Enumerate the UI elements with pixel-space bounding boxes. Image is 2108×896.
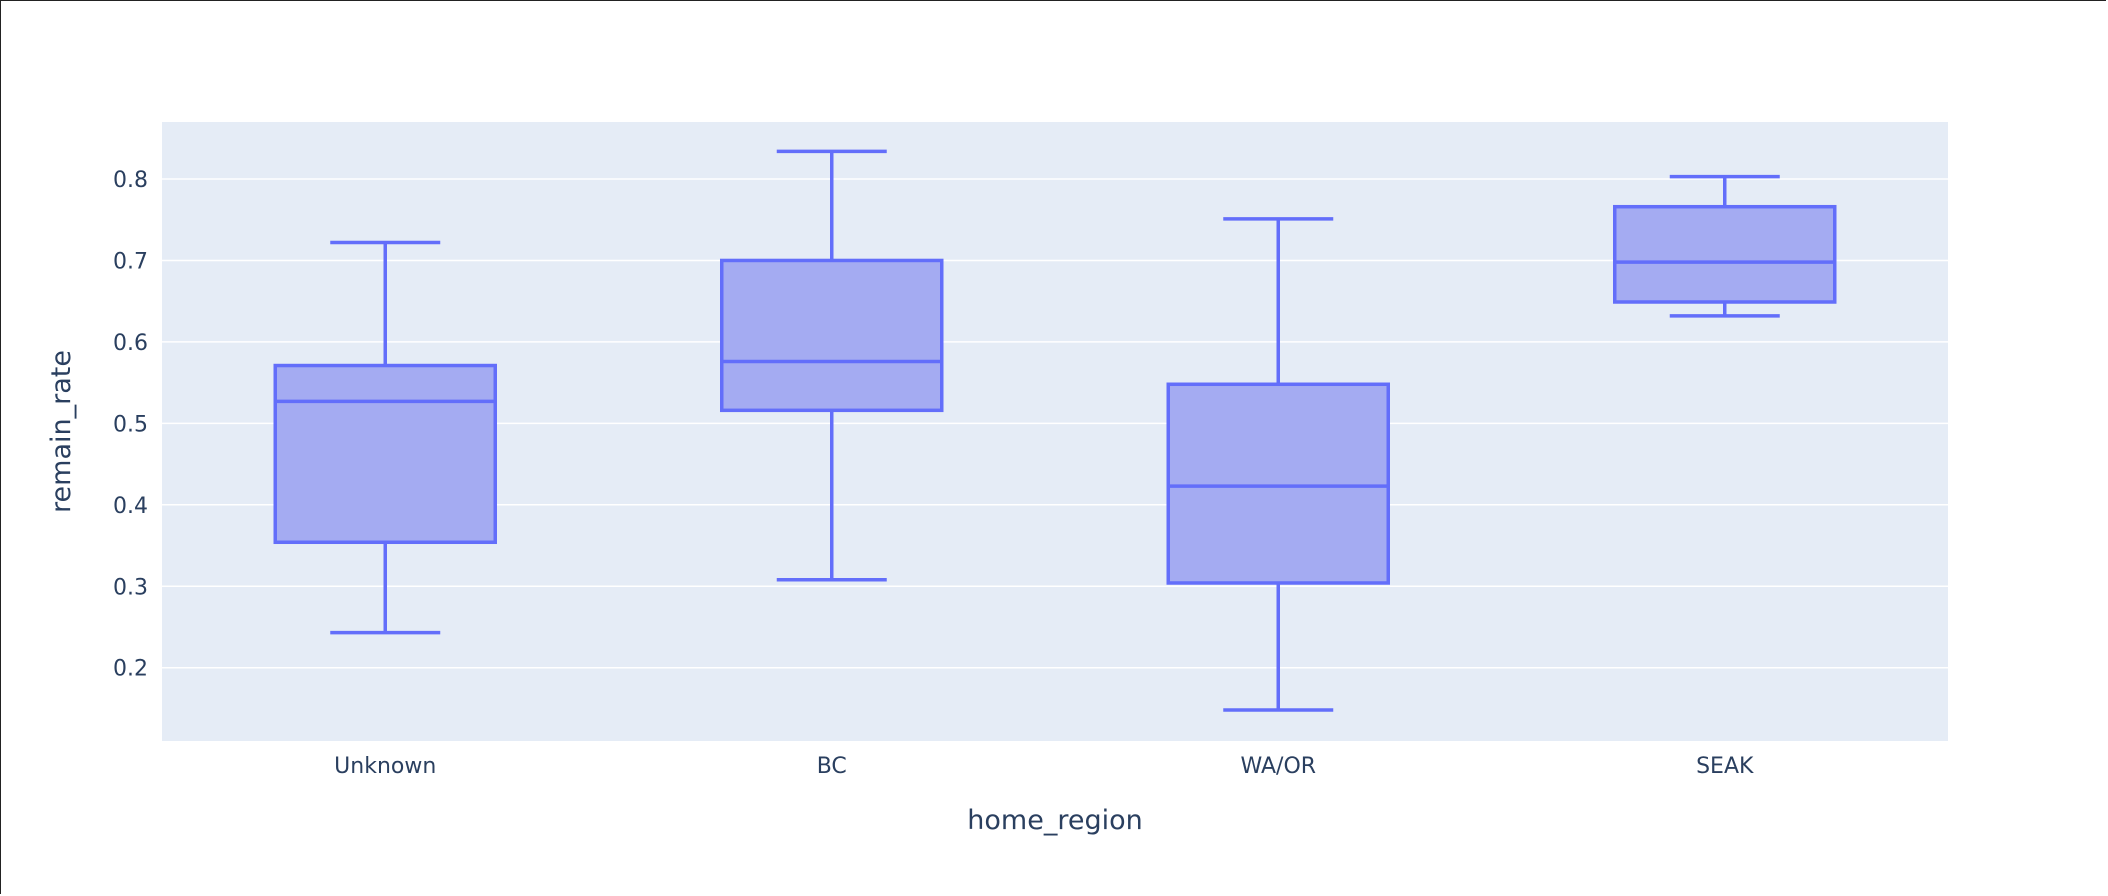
x-tick-label: SEAK bbox=[1696, 754, 1754, 779]
box-bc[interactable] bbox=[720, 149, 944, 582]
y-tick-label: 0.3 bbox=[113, 575, 148, 600]
iqr-box bbox=[720, 258, 944, 413]
x-axis-title: home_region bbox=[967, 805, 1142, 836]
x-tick-labels: Unknown BC WA/OR SEAK bbox=[334, 754, 1754, 779]
x-tick-label: Unknown bbox=[334, 754, 436, 779]
y-tick-label: 0.8 bbox=[113, 168, 148, 193]
y-tick-label: 0.2 bbox=[113, 657, 148, 682]
x-tick-label: WA/OR bbox=[1240, 754, 1316, 779]
y-gridlines bbox=[162, 178, 1948, 669]
y-tick-label: 0.6 bbox=[113, 331, 148, 356]
y-tick-labels: 0.2 0.3 0.4 0.5 0.6 0.7 0.8 bbox=[113, 168, 148, 682]
box-seak[interactable] bbox=[1613, 174, 1837, 318]
iqr-box bbox=[1166, 382, 1390, 585]
x-tick-label: BC bbox=[817, 754, 847, 779]
boxes-layer bbox=[273, 149, 1837, 712]
iqr-box bbox=[273, 363, 497, 545]
y-tick-label: 0.7 bbox=[113, 249, 148, 274]
box-wa-or[interactable] bbox=[1166, 217, 1390, 712]
y-axis-title: remain_rate bbox=[46, 350, 77, 513]
iqr-box bbox=[1613, 204, 1837, 304]
y-tick-label: 0.5 bbox=[113, 412, 148, 437]
box-unknown[interactable] bbox=[273, 240, 497, 635]
y-tick-label: 0.4 bbox=[113, 494, 148, 519]
